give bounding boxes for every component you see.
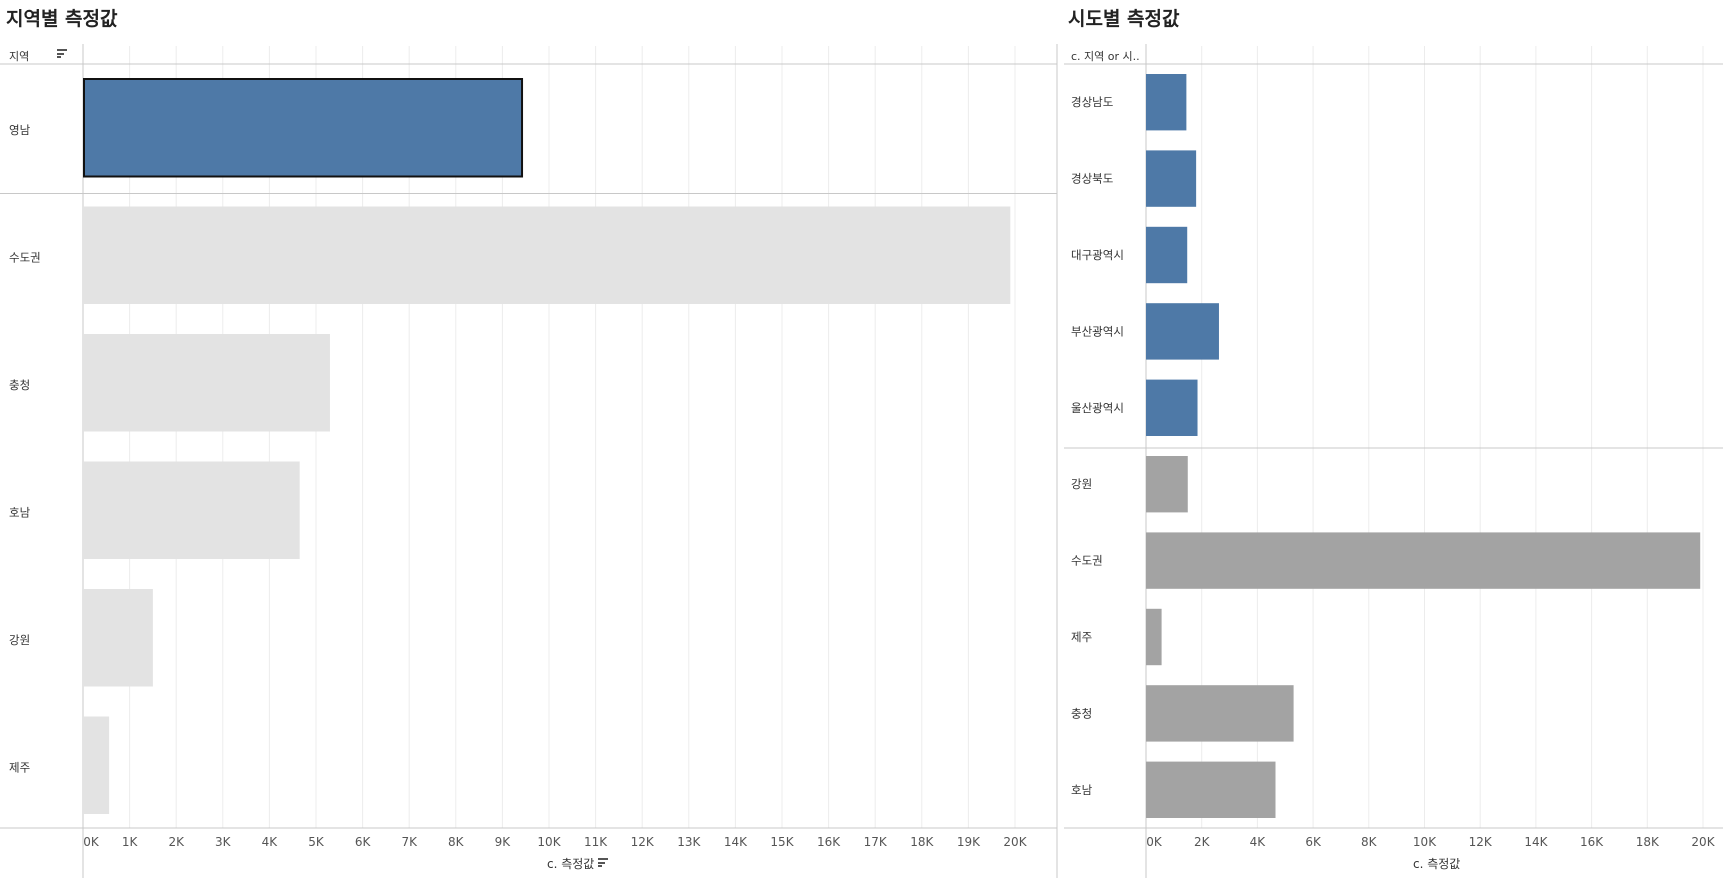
bar-강원[interactable]	[1146, 456, 1188, 513]
right-tick-label: 4K	[1250, 835, 1267, 849]
left-category-label: 수도권	[9, 250, 41, 264]
right-tick-label: 12K	[1469, 835, 1493, 849]
left-tick-label: 5K	[308, 835, 325, 849]
bar-수도권[interactable]	[83, 206, 1011, 305]
bar-경상북도[interactable]	[1146, 150, 1197, 207]
right-category-label: 수도권	[1071, 554, 1103, 568]
bar-호남[interactable]	[83, 461, 300, 560]
right-chart-title: 시도별 측정값	[1068, 8, 1180, 30]
left-tick-label: 0K	[83, 835, 100, 849]
right-tick-label: 20K	[1691, 835, 1715, 849]
bar-대구광역시[interactable]	[1146, 226, 1188, 284]
axis-sort-icon[interactable]	[598, 858, 608, 867]
left-tick-label: 3K	[215, 835, 232, 849]
right-category-label: 경상북도	[1071, 172, 1113, 186]
right-category-label: 호남	[1071, 783, 1093, 797]
bar-부산광역시[interactable]	[1146, 303, 1219, 360]
left-axis-title[interactable]: c. 측정값	[547, 855, 594, 872]
right-tick-label: 2K	[1194, 835, 1211, 849]
bar-제주[interactable]	[83, 716, 110, 815]
left-tick-label: 20K	[1003, 835, 1027, 849]
sort-icon[interactable]	[57, 49, 67, 58]
right-tick-label: 8K	[1361, 835, 1378, 849]
bar-제주[interactable]	[1146, 608, 1162, 666]
right-category-label: 충청	[1071, 706, 1092, 720]
bar-강원[interactable]	[83, 589, 153, 687]
left-tick-label: 16K	[817, 835, 841, 849]
left-tick-label: 11K	[584, 835, 608, 849]
left-tick-label: 18K	[910, 835, 934, 849]
right-tick-label: 6K	[1305, 835, 1322, 849]
left-category-label: 충청	[9, 378, 30, 392]
left-tick-label: 2K	[168, 835, 185, 849]
bar-수도권[interactable]	[1146, 532, 1701, 589]
bar-충청[interactable]	[1146, 685, 1294, 742]
left-tick-label: 13K	[677, 835, 701, 849]
left-tick-label: 4K	[262, 835, 279, 849]
bar-영남[interactable]	[83, 78, 524, 178]
left-tick-label: 6K	[355, 835, 372, 849]
right-tick-label: 18K	[1636, 835, 1660, 849]
right-category-label: 부산광역시	[1071, 324, 1124, 338]
right-tick-label: 14K	[1524, 835, 1548, 849]
left-tick-label: 15K	[770, 835, 794, 849]
left-category-label: 영남	[9, 123, 31, 137]
bar-호남[interactable]	[1146, 761, 1276, 818]
bar-경상남도[interactable]	[1146, 74, 1187, 131]
right-axis-title[interactable]: c. 측정값	[1413, 855, 1460, 872]
right-tick-label: 10K	[1413, 835, 1437, 849]
left-tick-label: 8K	[448, 835, 465, 849]
left-chart-title: 지역별 측정값	[6, 8, 118, 30]
left-tick-label: 12K	[631, 835, 655, 849]
bar-울산광역시[interactable]	[1146, 379, 1198, 436]
left-tick-label: 19K	[957, 835, 981, 849]
right-tick-label: 16K	[1580, 835, 1604, 849]
right-tick-label: 0K	[1146, 835, 1163, 849]
left-axis-title-text: c. 측정값	[547, 857, 595, 871]
left-tick-label: 9K	[495, 835, 512, 849]
left-row-header[interactable]: 지역	[9, 50, 30, 63]
left-tick-label: 7K	[401, 835, 418, 849]
bar-충청[interactable]	[83, 334, 330, 432]
right-category-label: 경상남도	[1071, 95, 1113, 109]
right-category-label: 제주	[1071, 630, 1092, 644]
left-category-label: 호남	[9, 505, 31, 519]
right-axis-title-text: c. 측정값	[1413, 857, 1461, 871]
left-category-label: 제주	[9, 760, 30, 774]
right-category-label: 강원	[1071, 477, 1092, 491]
left-tick-label: 10K	[537, 835, 561, 849]
left-tick-label: 17K	[864, 835, 888, 849]
right-row-header[interactable]: c. 지역 or 시..	[1071, 50, 1140, 63]
right-category-label: 대구광역시	[1071, 248, 1124, 262]
left-tick-label: 14K	[724, 835, 748, 849]
right-category-label: 울산광역시	[1071, 401, 1124, 415]
left-category-label: 강원	[9, 633, 30, 647]
left-tick-label: 1K	[122, 835, 139, 849]
